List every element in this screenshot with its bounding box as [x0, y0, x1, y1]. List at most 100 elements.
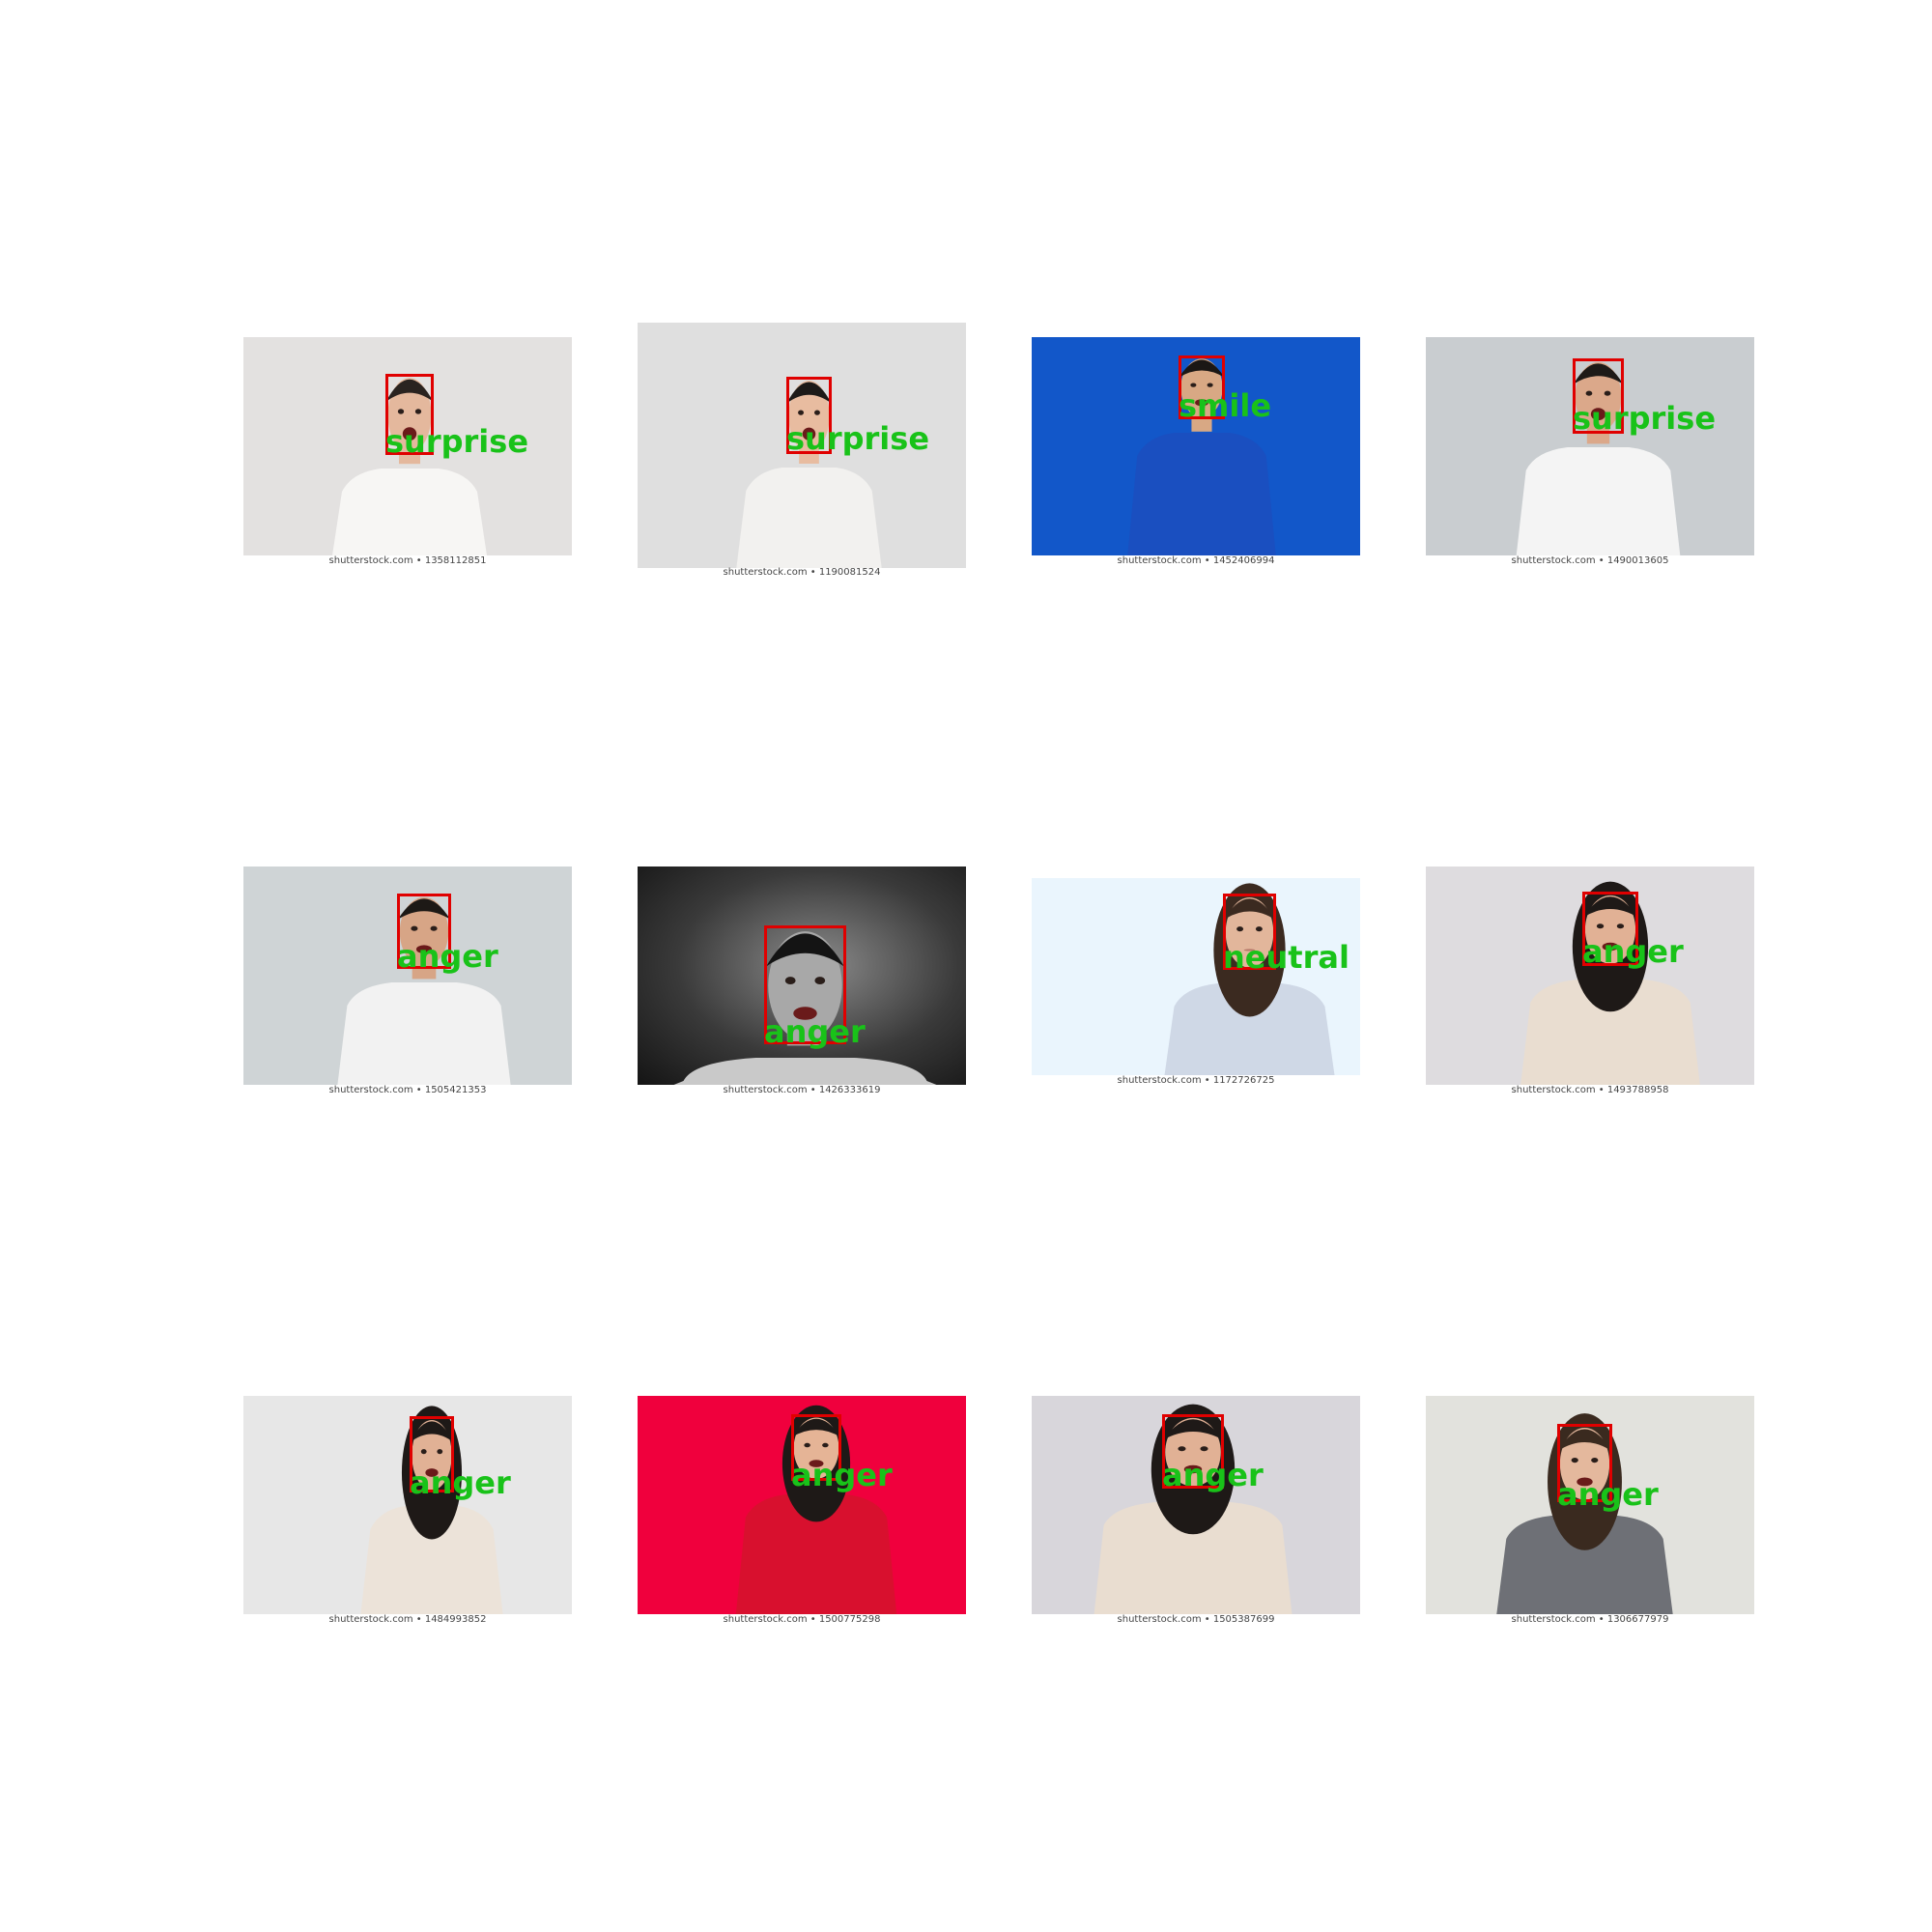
person-face — [412, 1419, 452, 1491]
photo-credit: shutterstock.com • 1306677979 — [1511, 1614, 1669, 1625]
person-eye — [1571, 1457, 1578, 1463]
photo: anger — [243, 1396, 572, 1614]
person-torso — [1496, 1516, 1673, 1614]
person-eye — [814, 977, 826, 985]
photo: surprise — [1426, 337, 1754, 555]
photo-tile: anger shutterstock.com • 1505387699 — [1032, 1396, 1360, 1633]
person-eye — [822, 1442, 829, 1448]
person-figure — [332, 378, 487, 555]
photo: anger — [1426, 867, 1754, 1085]
face-detection-box — [786, 377, 832, 454]
photo: anger — [1032, 1396, 1360, 1614]
emotion-label: surprise — [1573, 400, 1717, 437]
person-figure — [337, 896, 511, 1085]
photo-tile: surprise shutterstock.com • 1490013605 — [1426, 337, 1754, 574]
person-figure — [1496, 1413, 1673, 1614]
person-torso — [360, 1506, 503, 1614]
person-eye — [397, 409, 405, 414]
person-figure — [1516, 361, 1681, 555]
photo-credit: shutterstock.com • 1505421353 — [328, 1085, 487, 1095]
person-torso — [1094, 1502, 1293, 1614]
person-eye — [813, 410, 820, 415]
person-face — [387, 378, 432, 453]
face-detection-box — [410, 1416, 454, 1492]
person-face — [788, 381, 830, 452]
photo-tile: surprise shutterstock.com • 1190081524 — [638, 323, 966, 585]
photo-tile: anger shutterstock.com • 1484993852 — [243, 1396, 572, 1633]
person-face — [1225, 896, 1274, 968]
person-torso — [673, 1058, 937, 1085]
person-eye — [1596, 923, 1605, 929]
person-hair — [410, 1421, 454, 1443]
person-eye — [1236, 926, 1244, 932]
person-eye — [798, 410, 805, 415]
emotion-label: anger — [1582, 933, 1684, 970]
person-torso — [1164, 983, 1335, 1075]
emotion-label: anger — [1162, 1457, 1264, 1493]
person-eye — [1585, 390, 1593, 396]
person-eye — [1207, 383, 1213, 387]
person-hair — [397, 898, 451, 920]
photo-tile: anger shutterstock.com • 1426333619 — [638, 867, 966, 1103]
person-eye — [1178, 1446, 1186, 1452]
emotion-label: anger — [791, 1457, 893, 1493]
photo-credit: shutterstock.com • 1493788958 — [1511, 1085, 1669, 1095]
person-figure — [673, 931, 937, 1085]
photo-credit: shutterstock.com • 1484993852 — [328, 1614, 487, 1625]
face-detection-box — [791, 1414, 841, 1481]
photo-tile: anger shutterstock.com • 1306677979 — [1426, 1396, 1754, 1633]
photo-credit: shutterstock.com • 1452406994 — [1117, 555, 1275, 566]
person-eye — [1255, 926, 1263, 932]
person-eye — [420, 1449, 427, 1455]
person-mouth — [1183, 1464, 1203, 1474]
photo-tile: neutral shutterstock.com • 1172726725 — [1032, 878, 1360, 1094]
person-eye — [784, 977, 796, 985]
person-hair — [1573, 363, 1624, 384]
photo-credit: shutterstock.com • 1358112851 — [328, 555, 487, 566]
emotion-label: surprise — [786, 420, 930, 457]
person-mouth — [1577, 1477, 1593, 1487]
person-face — [1584, 895, 1636, 964]
person-face — [1180, 358, 1223, 418]
photo: anger — [638, 867, 966, 1085]
person-mouth — [402, 427, 417, 441]
person-hair — [786, 382, 832, 404]
face-detection-box — [1179, 355, 1225, 419]
person-face — [399, 896, 449, 967]
face-detection-box — [397, 894, 451, 969]
person-torso — [1520, 980, 1700, 1085]
person-hair — [1582, 896, 1638, 918]
person-mouth — [802, 427, 816, 440]
person-mouth — [1602, 942, 1619, 952]
person-hair — [1557, 1429, 1612, 1451]
emotion-label: anger — [410, 1464, 511, 1501]
person-face — [1559, 1428, 1610, 1500]
person-eye — [411, 925, 418, 931]
photo-credit: shutterstock.com • 1172726725 — [1117, 1075, 1275, 1086]
photo-tile: anger shutterstock.com • 1493788958 — [1426, 867, 1754, 1103]
person-hair — [385, 379, 434, 402]
person-eye — [1200, 1446, 1208, 1452]
person-hair — [1163, 1419, 1223, 1440]
photo: anger — [638, 1396, 966, 1614]
face-detection-box — [1162, 1414, 1224, 1489]
person-eye — [804, 1442, 810, 1448]
photo-credit: shutterstock.com • 1505387699 — [1117, 1614, 1275, 1625]
face-detection-box — [764, 925, 846, 1044]
photo-tile: surprise shutterstock.com • 1358112851 — [243, 337, 572, 574]
person-eye — [1604, 390, 1611, 396]
person-eye — [414, 409, 422, 414]
person-face — [793, 1417, 839, 1479]
person-hair — [791, 1418, 841, 1437]
person-torso — [1127, 433, 1276, 555]
face-detection-box — [1573, 358, 1624, 434]
person-figure — [1164, 883, 1335, 1075]
photo: surprise — [243, 337, 572, 555]
photo-credit: shutterstock.com • 1190081524 — [723, 567, 881, 578]
person-figure — [736, 381, 882, 568]
person-torso — [735, 1494, 897, 1614]
person-mouth — [1590, 408, 1606, 421]
photo: anger — [243, 867, 572, 1085]
person-face — [1575, 361, 1622, 432]
person-torso — [736, 468, 882, 568]
